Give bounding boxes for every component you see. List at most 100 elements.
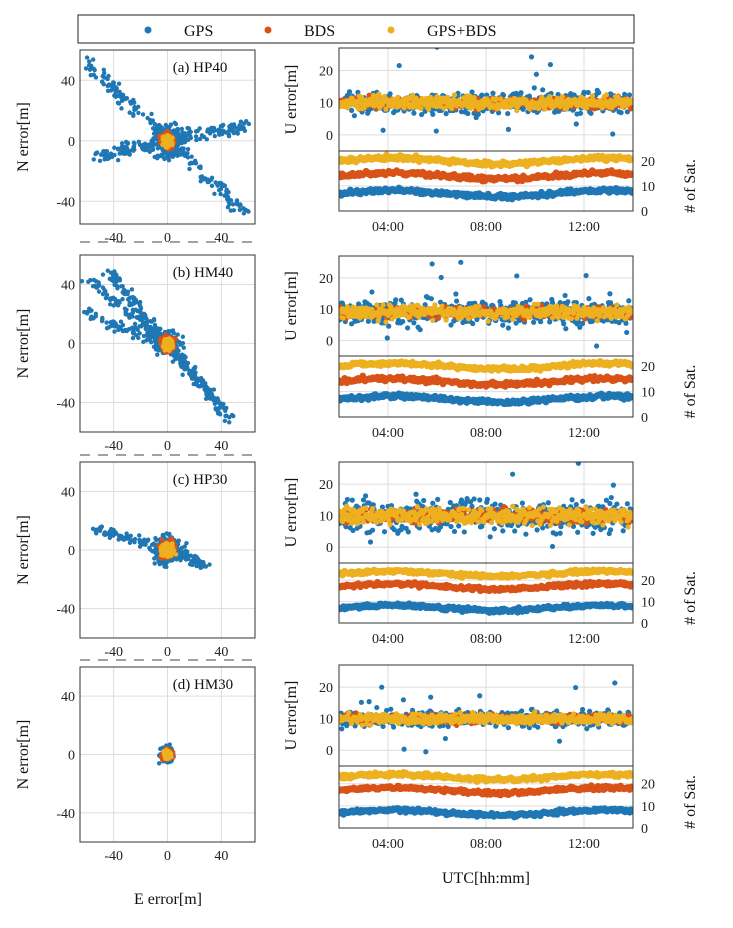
u-error-point xyxy=(513,320,519,326)
gps-point xyxy=(234,201,240,207)
u-error-point xyxy=(496,110,502,116)
gps-point xyxy=(205,179,210,185)
gps-point xyxy=(189,154,194,159)
gps-point xyxy=(115,284,120,289)
gps-point xyxy=(205,127,211,132)
gps-point xyxy=(211,129,216,134)
u-error-point xyxy=(411,320,417,326)
gps-point xyxy=(211,125,217,131)
gps-point xyxy=(219,183,225,189)
u-error-point xyxy=(565,299,571,305)
u-error-point xyxy=(577,110,584,116)
gps-point xyxy=(152,121,158,127)
gps-point xyxy=(112,297,118,302)
gps-point xyxy=(173,121,179,127)
u-error-point xyxy=(437,299,444,305)
y-tick-label: 20 xyxy=(641,155,655,170)
gps-point xyxy=(237,127,242,132)
gps-point xyxy=(132,141,137,146)
x-tick-label: -40 xyxy=(104,231,123,246)
u-error-point xyxy=(585,89,591,96)
gps-point xyxy=(180,132,186,138)
u-error-point xyxy=(415,302,421,309)
gps-point xyxy=(237,207,243,213)
gps-point xyxy=(100,291,106,297)
x-tick-label: 40 xyxy=(214,231,228,246)
gps-point xyxy=(181,146,186,151)
u-error-point xyxy=(429,261,435,267)
u-error-point xyxy=(454,298,460,304)
gps-point xyxy=(146,148,151,153)
gps-point xyxy=(140,316,146,321)
u-error-point xyxy=(453,291,459,297)
gps-point xyxy=(189,160,194,166)
gps-point xyxy=(223,130,229,135)
gps-point xyxy=(108,83,113,88)
gps-point xyxy=(205,394,210,399)
u-error-point xyxy=(603,92,610,98)
u-error-point xyxy=(559,94,565,100)
u-error-point xyxy=(451,97,457,103)
gps-point xyxy=(86,59,92,64)
u-error-point xyxy=(527,297,533,303)
u-error-point xyxy=(563,326,569,332)
gps-point xyxy=(94,150,100,155)
axes-border xyxy=(338,150,634,212)
gps-point xyxy=(136,335,141,341)
gps-point xyxy=(245,208,250,214)
gps-point xyxy=(127,110,132,115)
gps-point xyxy=(168,122,174,127)
gps-point xyxy=(198,179,203,184)
gps-point xyxy=(145,330,150,335)
gps-point xyxy=(84,55,90,60)
gps-point xyxy=(128,295,133,300)
u-error-point xyxy=(434,48,440,50)
gps-point xyxy=(185,147,191,152)
u-error-point xyxy=(441,105,447,111)
gps-point xyxy=(132,321,138,327)
y-tick-label: 0 xyxy=(326,129,333,144)
gps-point xyxy=(86,279,91,285)
gps-point xyxy=(150,137,156,143)
u-error-point xyxy=(433,128,439,134)
combo-point xyxy=(161,134,166,139)
gps-point xyxy=(149,111,154,117)
gps-point xyxy=(102,287,107,293)
gps-point xyxy=(233,125,239,130)
u-error-point xyxy=(500,322,506,328)
gps-point xyxy=(183,363,188,369)
gps-point xyxy=(216,129,222,135)
u-error-points xyxy=(339,48,633,137)
u-error-point xyxy=(561,321,567,327)
gps-point xyxy=(106,155,112,161)
gps-point xyxy=(193,129,199,134)
gps-point xyxy=(238,119,244,124)
gps-point xyxy=(176,356,182,361)
gps-point xyxy=(133,325,138,330)
sat-count-points xyxy=(339,151,633,203)
gps-point xyxy=(152,142,158,147)
gps-point xyxy=(127,300,132,306)
gps-point xyxy=(226,133,232,139)
u-error-point xyxy=(557,299,563,306)
u-error-point xyxy=(547,94,553,100)
gps-point xyxy=(127,315,132,320)
gps-point xyxy=(126,327,132,332)
gps-point xyxy=(182,358,187,363)
gps-point xyxy=(219,401,224,406)
gps-point xyxy=(136,110,141,116)
gps-point xyxy=(215,183,220,188)
gps-point xyxy=(201,134,207,140)
u-error-point xyxy=(505,110,511,117)
u-error-point xyxy=(417,327,423,333)
panel-title: (a) HP40 xyxy=(173,60,228,76)
gps-point xyxy=(170,359,176,364)
gps-point xyxy=(181,149,186,155)
gps-point xyxy=(120,322,126,328)
u-error-point xyxy=(383,106,389,112)
gps-point xyxy=(155,352,160,357)
u-error-point xyxy=(366,92,372,98)
gps-point xyxy=(100,272,106,277)
gps-point xyxy=(142,147,148,153)
